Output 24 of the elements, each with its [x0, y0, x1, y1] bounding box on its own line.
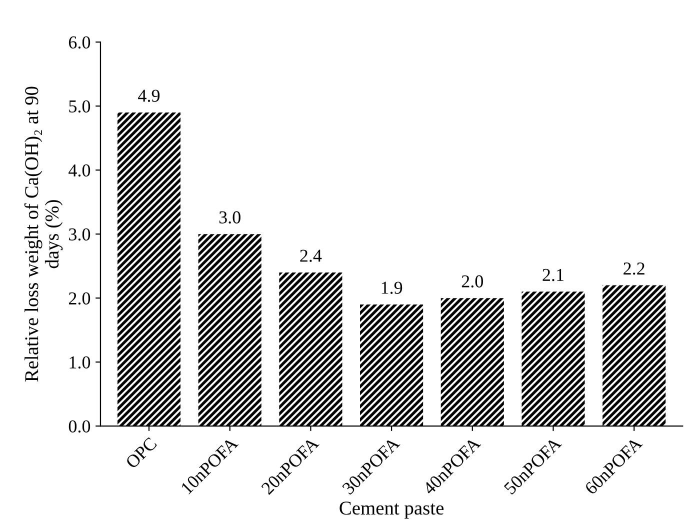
- y-tick-label: 6.0: [68, 36, 90, 49]
- data-label: 4.9: [138, 90, 160, 102]
- y-tick-label: 0.0: [68, 420, 90, 433]
- x-tick-label: OPC: [125, 436, 158, 470]
- data-label: 2.4: [300, 250, 322, 262]
- bar: [440, 298, 504, 426]
- bar: [279, 272, 342, 426]
- y-tick-label: 1.0: [70, 356, 90, 369]
- x-axis-title: Cement paste: [340, 502, 444, 519]
- data-label: 2.0: [462, 275, 483, 288]
- bar: [117, 112, 181, 426]
- bar: [198, 234, 262, 426]
- y-axis-title: Relative loss weight of Ca(OH)₂ at 90 days (%): [24, 86, 63, 382]
- y-tick-label: 3.0: [69, 228, 90, 241]
- data-label: 1.9: [382, 282, 402, 294]
- data-label: 2.1: [542, 268, 564, 282]
- data-label: 2.2: [624, 262, 644, 275]
- bar: [522, 292, 585, 426]
- y-tick-label: 4.0: [68, 164, 90, 177]
- y-tick-label: 2.0: [68, 292, 90, 305]
- bar: [360, 304, 424, 426]
- data-label: 3.0: [219, 211, 240, 224]
- bar: [602, 285, 666, 426]
- y-tick-label: 5.0: [69, 100, 90, 113]
